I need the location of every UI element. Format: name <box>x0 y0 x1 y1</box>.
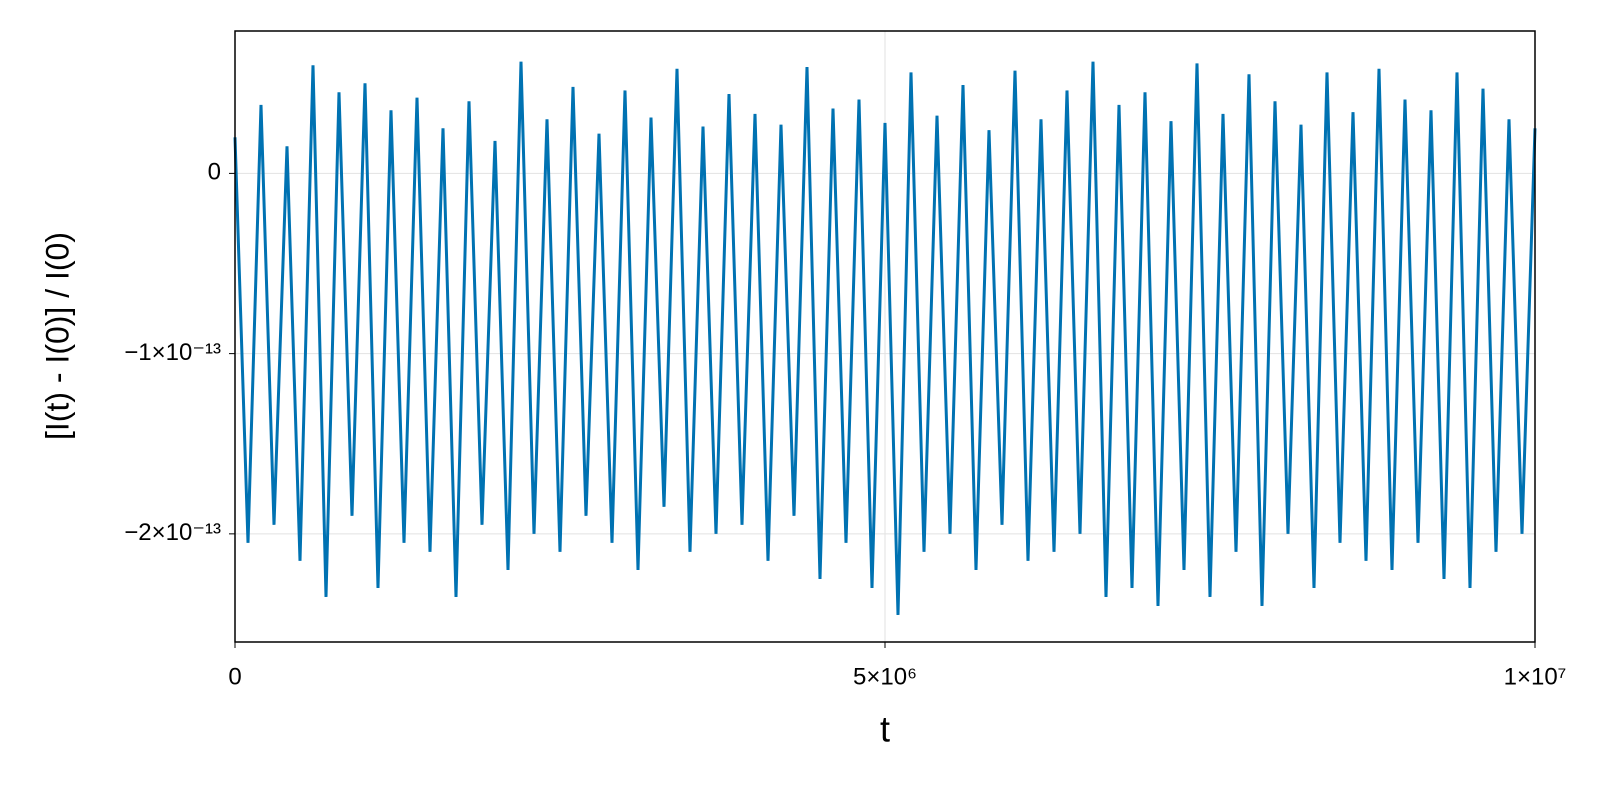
x-tick-label: 0 <box>228 663 241 690</box>
plot-frame <box>234 30 1536 643</box>
x-tick-label: 1×10⁷ <box>1504 663 1567 690</box>
y-tick-label: −1×10⁻¹³ <box>124 339 221 366</box>
x-tick-label: 5×10⁶ <box>853 663 917 690</box>
x-axis-label: t <box>880 709 890 750</box>
y-tick-label: 0 <box>208 159 221 186</box>
data-line <box>233 61 1537 615</box>
y-axis-label: [I(t) - I(0)] / I(0) <box>39 232 75 440</box>
y-tick-label: −2×10⁻¹³ <box>124 519 221 546</box>
